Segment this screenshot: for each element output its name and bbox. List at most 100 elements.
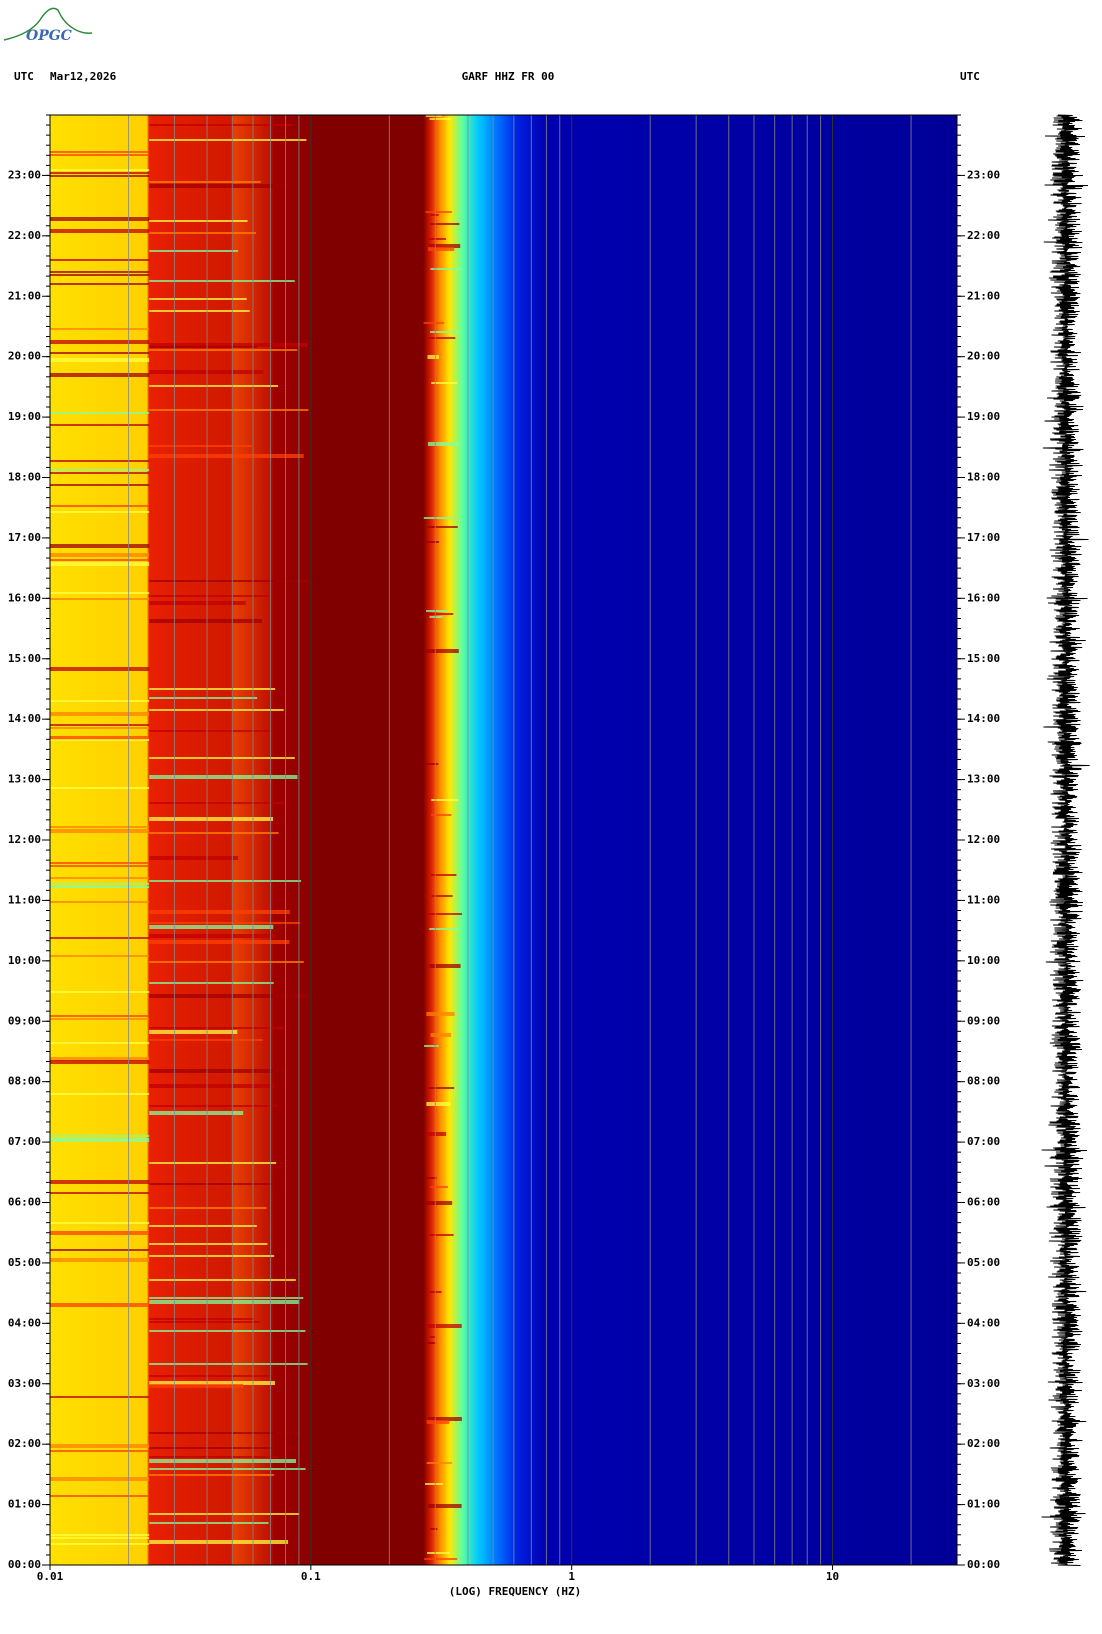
spectrogram-streak <box>149 757 295 759</box>
spectrogram-streak <box>149 445 252 447</box>
spectrogram-streak <box>50 736 150 740</box>
spectrogram-streak <box>149 940 290 944</box>
spectrogram-streak <box>50 328 150 330</box>
spectrogram-streak <box>50 172 150 174</box>
y-tick-label: 01:00 <box>967 1498 1000 1511</box>
y-tick-label: 04:00 <box>8 1316 41 1329</box>
spectrogram-streak <box>149 994 307 998</box>
y-tick-label: 01:00 <box>8 1498 41 1511</box>
y-tick-label: 10:00 <box>967 954 1000 967</box>
spectrogram-streak <box>50 991 150 993</box>
y-tick-label: 18:00 <box>8 471 41 484</box>
spectrogram-streak <box>149 730 271 732</box>
y-tick-label: 22:00 <box>967 229 1000 242</box>
y-tick-label: 16:00 <box>8 591 41 604</box>
spectrogram-streak <box>50 739 150 741</box>
spectrogram-streak <box>149 343 308 347</box>
spectrogram-streak <box>50 469 150 471</box>
spectrogram-streak <box>149 181 261 183</box>
spectrogram-streak <box>50 1444 150 1448</box>
spectrogram-streak <box>50 1192 150 1194</box>
spectrogram-streak <box>50 340 150 344</box>
spectrogram-streak <box>427 526 458 528</box>
spectrogram-streak <box>149 1330 306 1332</box>
spectrogram-streak <box>149 1459 296 1463</box>
spectrogram-streak <box>50 1138 150 1142</box>
spectrogram-streak <box>429 118 451 120</box>
spectrogram-streak <box>50 592 150 594</box>
spectrogram-streak <box>149 934 276 938</box>
spectrogram-streak <box>50 1231 150 1235</box>
spectrogram-streak <box>429 964 461 968</box>
spectrogram-streak <box>149 1318 255 1320</box>
spectrogram-streak <box>50 373 150 377</box>
spectrogram-streak <box>426 1420 450 1424</box>
spectrogram-streak <box>149 775 298 779</box>
spectrogram-streak <box>426 1324 462 1328</box>
spectrogram-streak <box>50 511 150 513</box>
spectrogram-streak <box>149 409 309 411</box>
y-tick-label: 13:00 <box>8 773 41 786</box>
spectrogram-streak <box>50 1180 150 1184</box>
spectrogram-streak <box>50 1093 150 1095</box>
spectrogram-streak <box>428 1504 462 1508</box>
y-tick-label: 08:00 <box>8 1075 41 1088</box>
spectrogram-streak <box>149 1321 261 1323</box>
y-tick-label: 23:00 <box>967 168 1000 181</box>
y-tick-label: 07:00 <box>8 1135 41 1148</box>
spectrogram-streak <box>149 1540 289 1544</box>
x-tick-label: 10 <box>826 1570 839 1583</box>
spectrogram-streak <box>149 817 274 821</box>
spectrogram-streak <box>149 832 279 834</box>
spectrogram-streak <box>50 724 150 726</box>
spectrogram-streak <box>423 517 455 519</box>
y-tick-label: 15:00 <box>967 652 1000 665</box>
spectrogram-streak <box>149 1456 279 1458</box>
y-tick-label: 22:00 <box>8 229 41 242</box>
y-tick-label: 03:00 <box>967 1377 1000 1390</box>
spectrogram-streak <box>430 268 462 270</box>
spectrogram-streak <box>50 544 150 548</box>
spectrogram-streak <box>50 562 150 566</box>
spectrogram-streak <box>50 1135 150 1137</box>
spectrogram-streak <box>427 1342 436 1344</box>
y-tick-label: 17:00 <box>8 531 41 544</box>
spectrogram-streak <box>149 1300 300 1304</box>
y-tick-label: 18:00 <box>967 471 1000 484</box>
y-tick-label: 10:00 <box>8 954 41 967</box>
spectrogram-streak <box>50 169 150 171</box>
spectrogram-streak <box>430 1528 438 1530</box>
spectrogram-streak <box>149 1069 288 1073</box>
spectrogram-streak <box>426 913 462 915</box>
spectrogram-streak <box>50 1450 150 1452</box>
spectrogram-streak <box>424 1045 439 1047</box>
spectrogram-streak <box>50 217 150 221</box>
spectrogram-streak <box>50 1534 150 1536</box>
spectrogram-streak <box>149 1474 274 1476</box>
spectrogram-streak <box>426 610 447 612</box>
spectrogram-streak <box>50 886 150 888</box>
spectrogram-streak <box>50 667 150 671</box>
y-tick-label: 03:00 <box>8 1377 41 1390</box>
spectrogram-streak <box>149 697 258 699</box>
spectrogram-streak <box>149 601 246 605</box>
spectrogram-streak <box>50 412 150 414</box>
spectrogram-streak <box>149 619 262 623</box>
spectrogram-streak <box>426 1462 452 1464</box>
spectrogram-streak <box>50 175 150 177</box>
spectrogram-streak <box>429 616 443 618</box>
spectrogram-streak <box>149 1363 308 1365</box>
spectrogram-streak <box>50 877 150 879</box>
spectrogram-streak <box>430 214 439 216</box>
spectrogram-streak <box>429 928 460 930</box>
y-tick-label: 23:00 <box>8 168 41 181</box>
spectrogram-streak <box>149 1162 277 1164</box>
spectrogram-streak <box>149 139 307 141</box>
spectrogram-streak <box>149 1513 300 1515</box>
spectrogram-streak <box>149 580 309 582</box>
y-tick-label: 16:00 <box>967 591 1000 604</box>
spectrogram-streak <box>430 814 452 816</box>
spectrogram-streak <box>426 1132 447 1136</box>
y-tick-label: 05:00 <box>967 1256 1000 1269</box>
y-tick-label: 11:00 <box>967 893 1000 906</box>
